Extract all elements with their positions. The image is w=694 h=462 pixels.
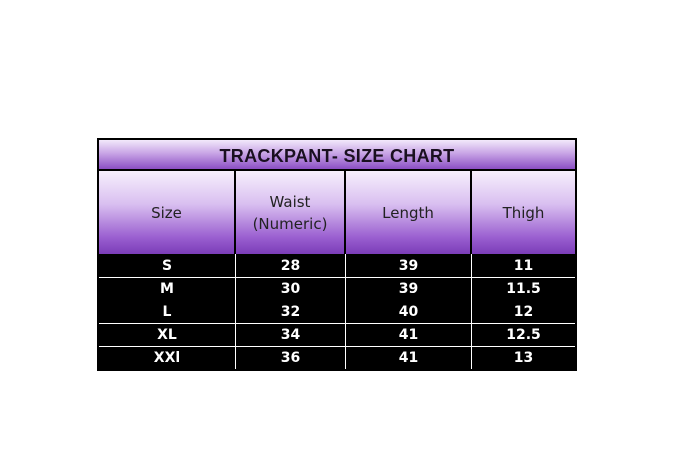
- table-cell: 41: [398, 350, 419, 366]
- table-row: S 28 39 11: [97, 254, 577, 277]
- size-chart-table: TRACKPANT- SIZE CHART Size Waist (Numeric…: [97, 138, 577, 371]
- table-cell: 39: [398, 281, 419, 297]
- table-cell: XXl: [153, 350, 181, 366]
- header-waist-line2: (Numeric): [252, 214, 328, 233]
- header-thigh: Thigh: [472, 171, 575, 254]
- table-row: XL 34 41 12.5: [97, 323, 577, 346]
- table-row: M 30 39 11.5: [97, 277, 577, 300]
- header-waist: Waist (Numeric): [236, 171, 344, 254]
- table-cell: 41: [398, 327, 419, 343]
- header-size: Size: [99, 171, 234, 254]
- divider: [99, 277, 575, 278]
- table-cell: 13: [513, 350, 534, 366]
- divider: [471, 254, 472, 369]
- table-cell: XL: [157, 327, 177, 343]
- header-length: Length: [346, 171, 470, 254]
- table-cell: 12.5: [506, 327, 541, 343]
- table-cell: 39: [398, 258, 419, 274]
- table-cell: 40: [398, 304, 419, 320]
- table-cell: 34: [280, 327, 301, 343]
- table-cell: L: [162, 304, 172, 320]
- divider: [99, 346, 575, 347]
- divider: [345, 254, 346, 369]
- divider: [99, 323, 575, 324]
- table-cell: 11: [513, 258, 534, 274]
- table-cell: 30: [280, 281, 301, 297]
- table-cell: 28: [280, 258, 301, 274]
- table-cell: S: [161, 258, 173, 274]
- table-cell: M: [160, 281, 174, 297]
- table-row: XXl 36 41 13: [97, 346, 577, 369]
- header-waist-line1: Waist: [269, 192, 311, 211]
- chart-title: TRACKPANT- SIZE CHART: [99, 140, 575, 169]
- divider: [235, 254, 236, 369]
- table-cell: 32: [280, 304, 301, 320]
- table-cell: 11.5: [506, 281, 541, 297]
- table-cell: 12: [513, 304, 534, 320]
- table-cell: 36: [280, 350, 301, 366]
- table-row: L 32 40 12: [97, 300, 577, 323]
